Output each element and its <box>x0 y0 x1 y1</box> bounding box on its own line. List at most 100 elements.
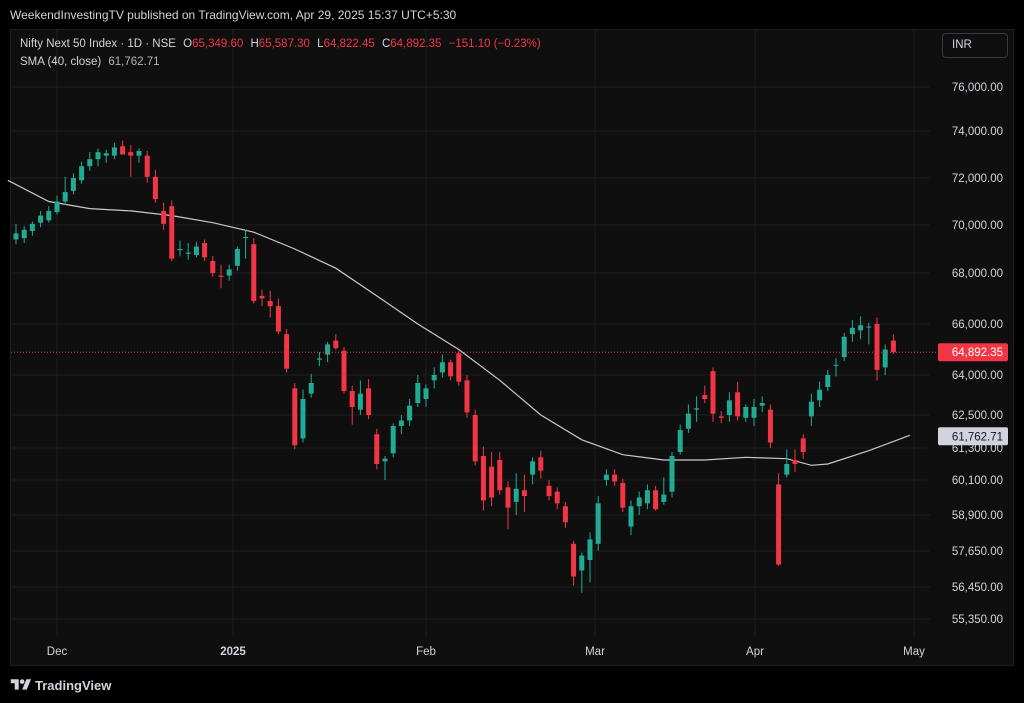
sma-badge-text: 61,762.71 <box>952 431 1003 443</box>
candle-body <box>325 344 331 355</box>
price-badges: 64,892.35 61,762.71 <box>938 343 1008 446</box>
candle <box>439 354 445 378</box>
y-tick-label: 61,300.00 <box>952 443 1003 455</box>
candle <box>382 456 388 480</box>
candle <box>735 381 741 421</box>
candle <box>128 145 134 177</box>
low-value: 64,822.45 <box>323 38 375 50</box>
candle <box>185 243 191 260</box>
candle <box>144 150 150 183</box>
candle <box>562 501 568 528</box>
candle-body <box>390 426 396 454</box>
candle-body <box>185 252 191 254</box>
candle <box>202 239 208 261</box>
legend-sma[interactable]: SMA (40, close) 61,762.71 <box>20 56 160 68</box>
sma-label: SMA (40, close) <box>20 56 102 68</box>
candle-body <box>890 340 896 353</box>
candle-body <box>366 388 372 415</box>
sma-line <box>7 179 911 466</box>
candle-body <box>308 383 314 394</box>
candle-body <box>284 334 290 369</box>
candle-body <box>808 401 814 417</box>
candle-body <box>152 176 158 200</box>
candle-body <box>546 485 552 497</box>
x-tick-label: May <box>903 646 925 658</box>
candle-body <box>333 340 339 349</box>
candle <box>152 169 158 203</box>
candle-body <box>743 407 749 418</box>
footer <box>0 666 1024 703</box>
y-tick-label: 64,000.00 <box>952 370 1003 382</box>
candle-body <box>144 155 150 177</box>
candle <box>456 350 462 386</box>
x-tick-label: Apr <box>746 646 764 658</box>
close-label: C <box>381 38 391 50</box>
sma-value: 61,762.71 <box>108 56 160 68</box>
candle-body <box>341 350 347 391</box>
candle <box>111 142 117 160</box>
candle <box>341 346 347 394</box>
candle <box>79 161 85 184</box>
candle <box>710 367 716 422</box>
candle-body <box>759 403 765 406</box>
candle <box>136 148 142 163</box>
candle-body <box>472 415 478 462</box>
currency-label: INR <box>952 39 972 51</box>
candle-body <box>825 375 831 387</box>
candle <box>767 404 773 448</box>
candle-body <box>587 539 593 560</box>
candle <box>661 477 667 505</box>
candle <box>284 329 290 373</box>
sma-value-badge: 61,762.71 <box>938 427 1008 446</box>
candle <box>702 385 708 403</box>
candle-body <box>521 490 527 497</box>
candle-body <box>218 275 224 277</box>
candle-body <box>38 215 44 223</box>
candle <box>612 469 618 486</box>
last-price-badge: 64,892.35 <box>938 343 1008 362</box>
candle-body <box>275 306 281 332</box>
candle <box>841 332 847 361</box>
candle <box>407 399 413 426</box>
candle-body <box>415 383 421 403</box>
candle-body <box>513 488 519 502</box>
tradingview-logo-icon <box>10 679 31 690</box>
candle <box>218 264 224 289</box>
candle <box>521 474 527 513</box>
candle <box>54 195 60 215</box>
candle-body <box>161 210 167 224</box>
candle <box>325 341 331 363</box>
candle-body <box>120 146 126 155</box>
candle <box>685 404 691 433</box>
candle-body <box>169 206 175 259</box>
y-tick-label: 60,100.00 <box>952 475 1003 487</box>
symbol-title[interactable]: Nifty Next 50 Index · 1D · NSE <box>20 38 176 50</box>
currency-button[interactable]: INR <box>942 33 1008 58</box>
candle-body <box>136 150 142 156</box>
price-axis: 76,000.00 74,000.00 72,000.00 70,000.00 68,0… <box>952 82 1003 626</box>
x-tick-label: Feb <box>416 646 436 658</box>
candle-body <box>718 416 724 418</box>
candle-body <box>530 461 536 475</box>
candle <box>530 457 536 485</box>
candle <box>677 424 683 455</box>
candle-body <box>800 438 806 452</box>
candle <box>792 449 798 472</box>
candle-body <box>858 325 864 331</box>
candle-body <box>398 420 404 426</box>
candle-body <box>726 400 732 415</box>
candle-body <box>316 358 322 360</box>
candle-body <box>579 555 585 571</box>
candle-body <box>480 456 486 501</box>
candle <box>333 334 339 350</box>
candle-body <box>79 166 85 181</box>
candle <box>46 206 52 223</box>
candle <box>644 484 650 510</box>
candle-body <box>612 474 618 482</box>
candle-body <box>620 482 626 508</box>
candle <box>292 383 298 450</box>
low-label: L <box>317 38 324 50</box>
high-value: 65,587.30 <box>258 38 310 50</box>
y-tick-label: 55,350.00 <box>952 614 1003 626</box>
